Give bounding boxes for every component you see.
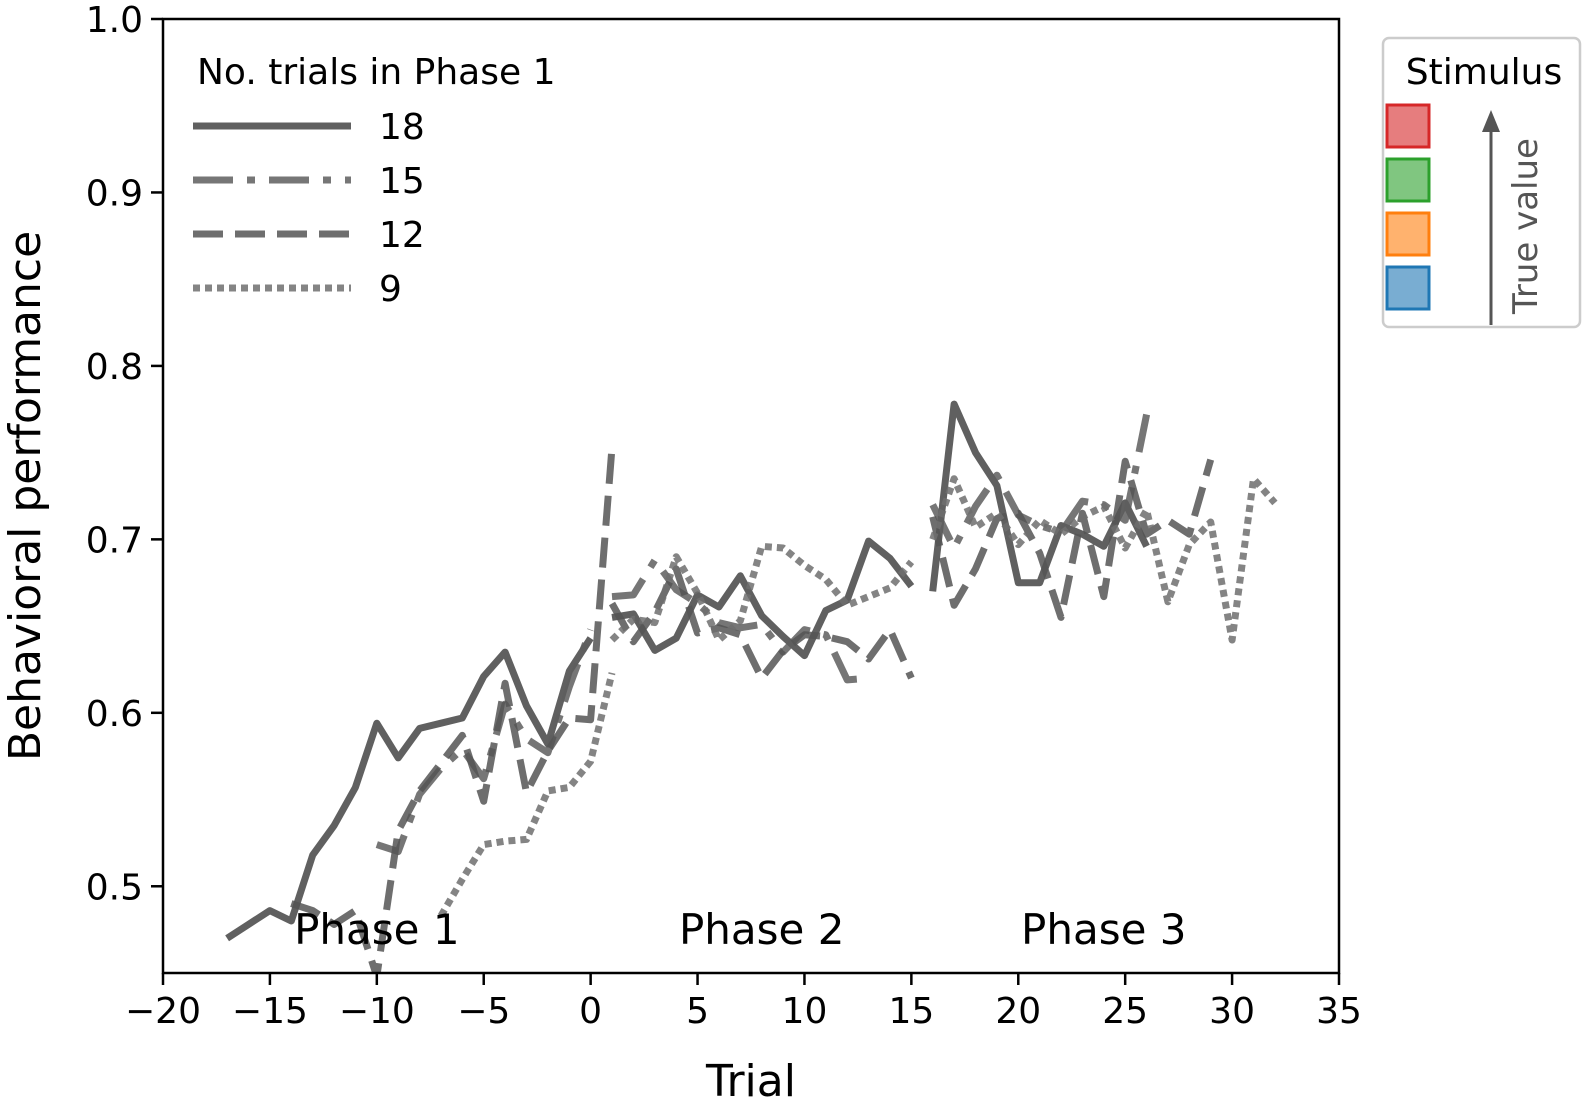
x-tick-label: −15 — [232, 991, 308, 1032]
stimulus-color-swatch — [1385, 103, 1431, 149]
x-tick-label: −20 — [125, 991, 201, 1032]
x-tick-label: −5 — [457, 991, 510, 1032]
x-tick-label: 25 — [1102, 991, 1148, 1032]
phase-label: Phase 2 — [679, 905, 844, 954]
stimulus-legend-frame — [1381, 36, 1582, 329]
x-tick-label: 0 — [579, 991, 602, 1032]
series-9-line-segment-2 — [609, 542, 915, 644]
y-tick-label: 0.6 — [86, 694, 143, 735]
series-9-line-segment-3 — [929, 475, 1278, 644]
legend-label-18: 18 — [379, 107, 425, 148]
series-18-line-segment-2 — [611, 537, 915, 660]
series-18-line-segment-3 — [929, 400, 1150, 592]
x-tick-label: 10 — [782, 991, 828, 1032]
y-tick-label: 1.0 — [86, 0, 143, 41]
x-tick-label: −10 — [339, 991, 415, 1032]
y-tick-label: 0.5 — [86, 867, 143, 908]
true-value-label: True value — [1506, 138, 1546, 315]
y-axis-label: Behavioral performance — [0, 231, 51, 761]
legend-entries: 18 15 12 9 — [193, 107, 425, 310]
y-tick-label: 0.9 — [86, 173, 143, 214]
x-tick-label: 30 — [1209, 991, 1255, 1032]
phase-label: Phase 3 — [1021, 905, 1186, 954]
series-9-line-segment-1 — [437, 672, 616, 918]
phase-label: Phase 1 — [294, 905, 459, 954]
x-axis-label: Trial — [705, 1056, 796, 1107]
stimulus-color-swatch — [1385, 157, 1431, 203]
phase-labels: Phase 1 Phase 2 Phase 3 — [294, 905, 1186, 954]
x-tick-label: 20 — [995, 991, 1041, 1032]
series-15-line-segment-3 — [929, 413, 1151, 552]
y-tick-label: 0.8 — [86, 347, 143, 388]
series-layer — [225, 400, 1278, 973]
axis-ticks: −20 −15 −10 −5 0 5 10 15 20 25 30 35 0.5 0.6 0.7 0.8 0.9… — [86, 0, 1362, 1032]
x-tick-label: 15 — [888, 991, 934, 1032]
legend-title: No. trials in Phase 1 — [197, 52, 556, 93]
up-arrow-icon — [1482, 110, 1500, 132]
stimulus-legend-title: Stimulus — [1406, 52, 1562, 93]
series-18-line-segment-1 — [225, 636, 594, 942]
x-tick-label: 35 — [1316, 991, 1362, 1032]
series-15-line-segment-1 — [375, 628, 594, 856]
legend-label-9: 9 — [379, 269, 402, 310]
line-style-legend: No. trials in Phase 1 18 15 12 9 — [193, 52, 556, 310]
stimulus-color-swatch — [1385, 265, 1431, 311]
series-12-line-segment-3 — [929, 457, 1215, 621]
legend-label-15: 15 — [379, 161, 425, 202]
series-12-line-segment-1 — [290, 447, 616, 973]
stimulus-legend: Stimulus True value — [1381, 36, 1582, 329]
stimulus-color-swatch — [1385, 211, 1431, 257]
legend-label-12: 12 — [379, 215, 425, 256]
series-15-line-segment-2 — [611, 556, 869, 684]
y-tick-label: 0.7 — [86, 520, 143, 561]
plot-frame — [161, 17, 1341, 975]
stimulus-swatches — [1385, 103, 1431, 311]
x-tick-label: 5 — [686, 991, 709, 1032]
